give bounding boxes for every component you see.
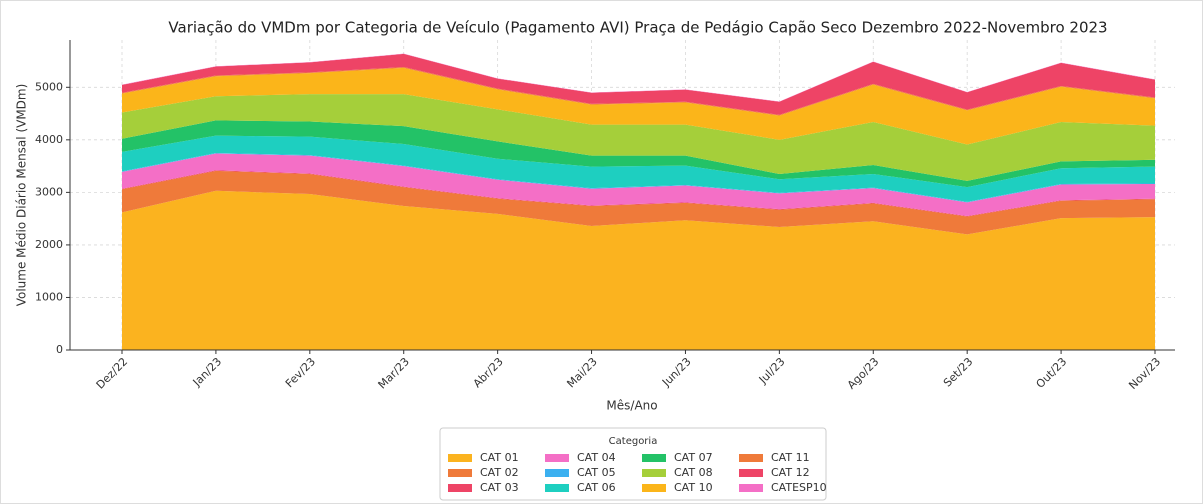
legend-swatch — [739, 484, 763, 492]
area — [122, 94, 1155, 181]
area — [122, 135, 1155, 202]
area — [122, 153, 1155, 217]
legend-swatch — [642, 484, 666, 492]
area — [122, 120, 1155, 188]
chart-title: Variação do VMDm por Categoria de Veícul… — [168, 19, 1107, 37]
legend-label: CAT 02 — [480, 466, 519, 479]
legend-swatch — [545, 454, 569, 462]
legend-swatch — [545, 484, 569, 492]
legend-box — [439, 427, 827, 501]
area — [122, 67, 1155, 145]
legend-label: CAT 11 — [771, 451, 810, 464]
legend-swatch — [448, 484, 472, 492]
legend-label: CAT 04 — [577, 451, 616, 464]
area — [122, 170, 1155, 235]
y-tick-label: 3000 — [35, 185, 63, 198]
y-tick-label: 4000 — [35, 133, 63, 146]
legend-swatch — [448, 469, 472, 477]
area — [122, 53, 1155, 115]
legend-swatch — [739, 454, 763, 462]
legend-title: Categoria — [609, 436, 658, 447]
y-tick-label: 2000 — [35, 238, 63, 251]
legend-swatch — [642, 454, 666, 462]
legend-label: CAT 12 — [771, 466, 810, 479]
legend-label: CAT 01 — [480, 451, 519, 464]
legend-swatch — [545, 469, 569, 477]
legend-swatch — [448, 454, 472, 462]
y-tick-label: 0 — [56, 343, 63, 356]
legend-label: CATESP10 — [771, 481, 827, 494]
legend-label: CAT 10 — [674, 481, 713, 494]
legend-label: CAT 08 — [674, 466, 713, 479]
legend-label: CAT 05 — [577, 466, 616, 479]
y-tick-label: 5000 — [35, 80, 63, 93]
area — [122, 190, 1155, 350]
legend-swatch — [739, 469, 763, 477]
y-tick-label: 1000 — [35, 290, 63, 303]
y-axis-label: Volume Médio Diário Mensal (VMDm) — [15, 84, 29, 307]
legend-label: CAT 03 — [480, 481, 519, 494]
x-axis-label: Mês/Ano — [606, 399, 657, 413]
legend-label: CAT 07 — [674, 451, 713, 464]
legend-swatch — [642, 469, 666, 477]
legend-label: CAT 06 — [577, 481, 616, 494]
